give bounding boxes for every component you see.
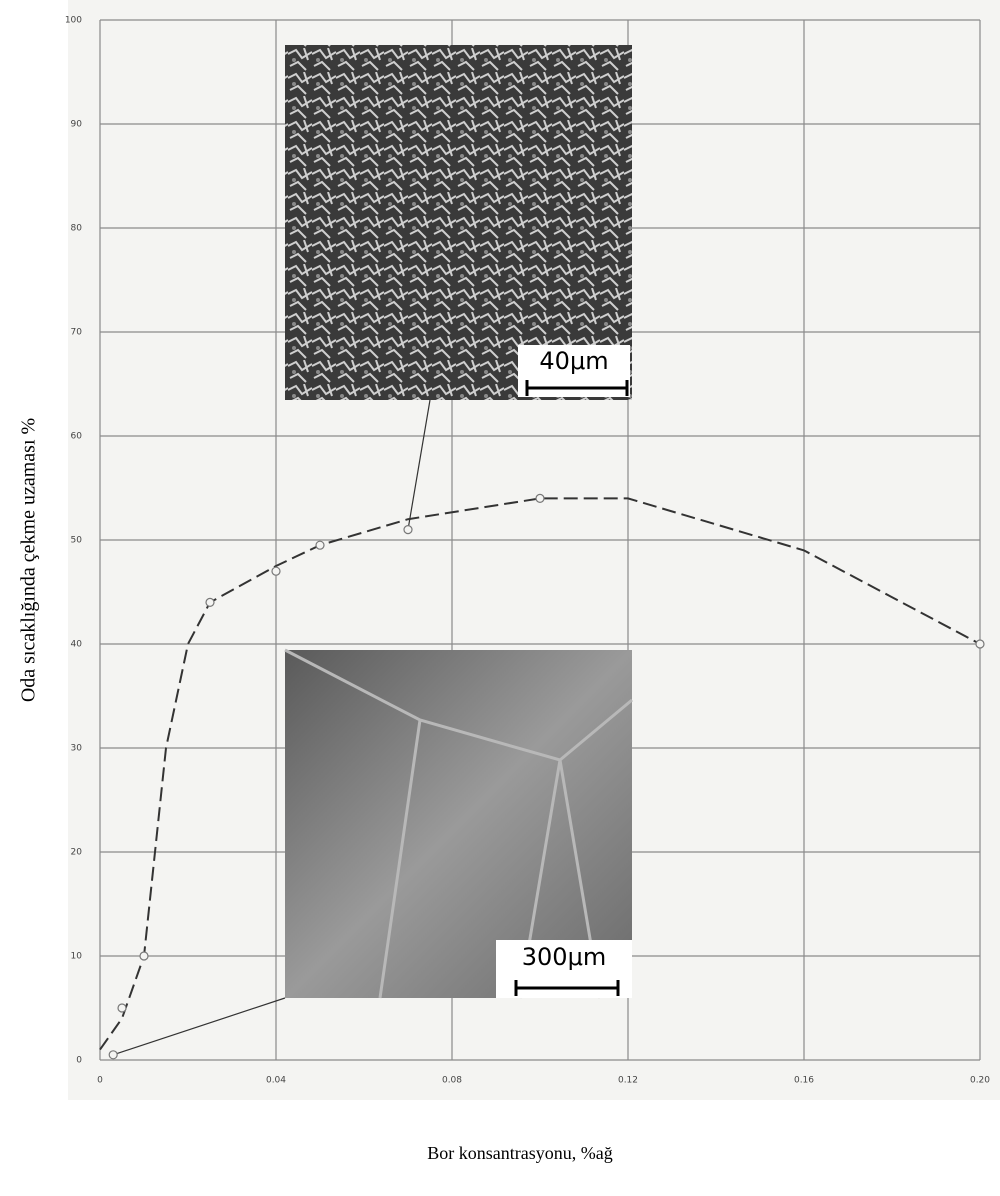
arrow	[407, 399, 431, 530]
data-point	[535, 493, 545, 503]
y-tick-label: 10	[71, 952, 83, 962]
y-tick-label: 30	[71, 744, 83, 754]
x-tick-label: 0.16	[794, 1076, 814, 1086]
x-tick-label: 0	[97, 1076, 103, 1086]
scale-label: 300μm	[522, 943, 606, 971]
data-point	[139, 951, 149, 961]
x-tick-label: 0.12	[618, 1076, 638, 1086]
y-tick-label: 70	[71, 328, 83, 338]
y-tick-label: 90	[71, 120, 83, 130]
scale-label: 40μm	[539, 347, 608, 375]
y-tick-label: 80	[71, 224, 83, 234]
data-point	[975, 639, 985, 649]
x-tick-label: 0.04	[266, 1076, 286, 1086]
data-point	[205, 597, 215, 608]
y-tick-label: 100	[65, 16, 82, 26]
data-point	[403, 524, 413, 535]
y-tick-label: 0	[76, 1056, 82, 1066]
y-tick-label: 60	[71, 432, 83, 442]
arrow	[113, 997, 286, 1056]
data-point	[315, 540, 325, 550]
x-axis-label: Bor konsantrasyonu, %ağ	[427, 1143, 612, 1163]
y-axis-label: Oda sıcaklığında çekme uzaması %	[18, 418, 40, 702]
y-tick-label: 20	[71, 848, 83, 858]
scale-bar	[525, 380, 629, 396]
inset-image-top	[285, 45, 632, 400]
y-tick-label: 40	[71, 640, 83, 650]
scale-bar	[514, 980, 620, 996]
data-point	[271, 566, 281, 576]
inset-texture	[284, 648, 633, 999]
data-point	[117, 1003, 127, 1013]
data-point	[108, 1050, 118, 1060]
x-tick-label: 0.08	[442, 1076, 462, 1086]
y-tick-label: 50	[71, 536, 83, 546]
x-tick-label: 0.20	[970, 1076, 990, 1086]
